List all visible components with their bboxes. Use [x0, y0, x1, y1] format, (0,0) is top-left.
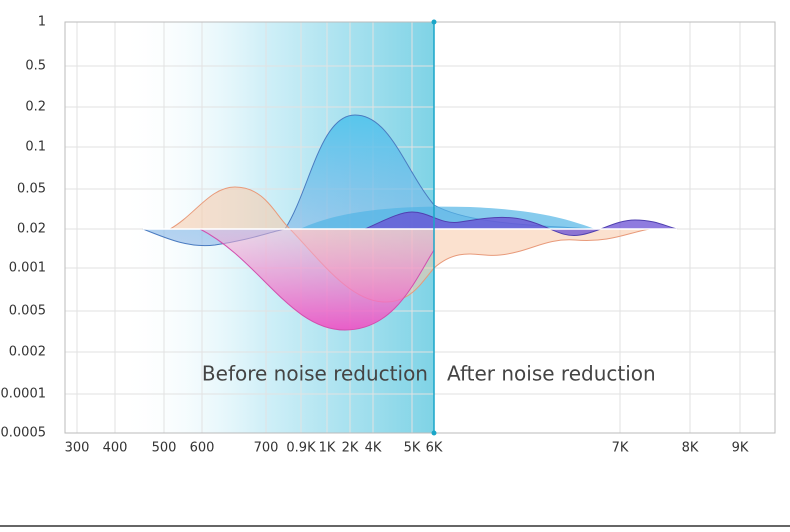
y-label: 0.001	[9, 261, 46, 276]
before-label: Before noise reduction	[202, 362, 428, 386]
y-label: 0.02	[17, 222, 46, 237]
y-label: 1	[38, 15, 46, 30]
x-label: 8K	[682, 441, 699, 456]
x-label: 500	[152, 441, 177, 456]
x-label: 400	[103, 441, 128, 456]
divider-dot	[431, 430, 437, 436]
divider-dot	[431, 19, 437, 25]
x-label: 4K	[365, 441, 382, 456]
y-label: 0.0001	[1, 387, 47, 402]
y-label: 0.5	[25, 59, 46, 74]
x-label: 7K	[612, 441, 629, 456]
y-label: 0.2	[25, 100, 46, 115]
pink-curve	[199, 228, 435, 331]
x-label: 6K	[426, 441, 443, 456]
y-label: 0.005	[9, 304, 46, 319]
y-label: 0.0005	[1, 426, 47, 441]
after-label: After noise reduction	[447, 362, 656, 386]
x-label: 1K	[319, 441, 336, 456]
y-label: 0.05	[17, 182, 46, 197]
y-label: 0.1	[25, 140, 46, 155]
x-label: 5K	[404, 441, 421, 456]
x-label: 0.9K	[286, 441, 316, 456]
plot-frame	[64, 21, 776, 434]
x-label: 9K	[732, 441, 749, 456]
x-label: 600	[190, 441, 215, 456]
x-label: 300	[65, 441, 90, 456]
x-label: 700	[254, 441, 279, 456]
y-label: 0.002	[9, 345, 46, 360]
x-label: 2K	[342, 441, 359, 456]
